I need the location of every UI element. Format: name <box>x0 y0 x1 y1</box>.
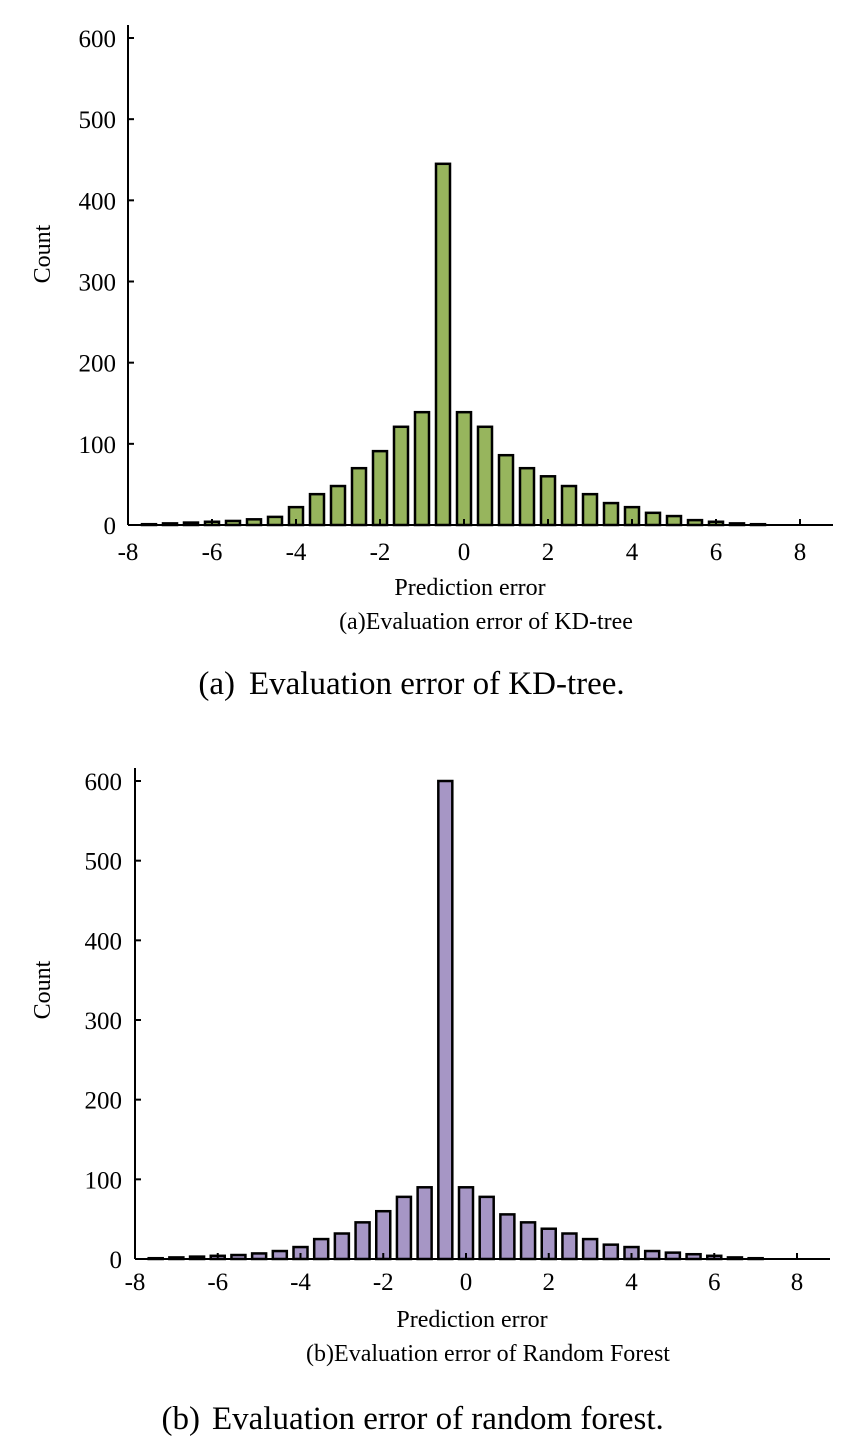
chart-random-forest-inner-caption: (b)Evaluation error of Random Forest <box>306 1341 670 1367</box>
kd-tree-x-tick-label: -4 <box>286 539 307 566</box>
kd-tree-x-tick-label: -8 <box>118 539 139 566</box>
random-forest-x-tick-label: 6 <box>708 1269 721 1296</box>
random-forest-bar <box>581 1237 599 1261</box>
kd-tree-y-tick-label: 0 <box>104 513 117 540</box>
random-forest-bar <box>643 1249 661 1261</box>
kd-tree-bar <box>392 425 410 527</box>
random-forest-x-tick-label: 4 <box>625 1269 638 1296</box>
chart-random-forest: 0 100 200 300 400 500 600 -8 -6 -4 -2 0 2 4 6 8 Predicti… <box>30 768 830 1333</box>
random-forest-x-tick-label: -2 <box>373 1269 394 1296</box>
random-forest-bar <box>395 1195 413 1261</box>
kd-tree-x-tick-label: 0 <box>458 539 471 566</box>
kd-tree-bar <box>476 425 494 527</box>
kd-tree-y-tick-label: 300 <box>79 270 117 297</box>
kd-tree-bar <box>329 484 347 527</box>
kd-tree-x-tick-label: -2 <box>370 539 391 566</box>
random-forest-x-tick-label: -6 <box>207 1269 228 1296</box>
kd-tree-bar <box>518 466 536 527</box>
random-forest-bar <box>375 1209 392 1261</box>
figure-caption-b-tag: (b) <box>162 1401 200 1437</box>
figure-caption-b-text: Evaluation error of random forest. <box>212 1401 664 1437</box>
random-forest-x-tick-label: -8 <box>125 1269 146 1296</box>
random-forest-bar <box>602 1243 620 1261</box>
kd-tree-x-tick-label: 2 <box>542 539 555 566</box>
random-forest-x-tick-label: 8 <box>791 1269 804 1296</box>
random-forest-x-tick-label: 2 <box>543 1269 556 1296</box>
random-forest-y-tick-label: 500 <box>85 849 123 876</box>
kd-tree-bar <box>665 514 683 527</box>
kd-tree-x-axis-label: Prediction error <box>394 575 545 601</box>
kd-tree-bar <box>371 449 389 527</box>
random-forest-y-tick-label: 400 <box>85 928 123 955</box>
kd-tree-y-tick-label: 100 <box>79 432 117 459</box>
kd-tree-x-tick-label: 6 <box>710 539 723 566</box>
random-forest-bar <box>437 779 454 1261</box>
random-forest-y-tick-label: 200 <box>85 1088 123 1115</box>
kd-tree-y-tick-label: 500 <box>79 107 117 134</box>
random-forest-bar <box>519 1221 537 1261</box>
random-forest-x-tick-label: 0 <box>460 1269 473 1296</box>
random-forest-bar <box>478 1195 495 1261</box>
kd-tree-bar <box>602 501 620 527</box>
random-forest-bar <box>271 1249 289 1261</box>
kd-tree-y-tick-label: 600 <box>79 26 117 53</box>
kd-tree-y-tick-label: 200 <box>79 351 117 378</box>
figure-caption-a-tag: (a) <box>198 666 235 702</box>
chart-kd-tree: 0 100 200 300 400 500 600 -8 -6 -4 -2 0 2 4 6 8 Predicti… <box>30 25 833 601</box>
random-forest-y-axis-label: Count <box>30 960 56 1019</box>
kd-tree-y-tick-label: 400 <box>79 188 117 215</box>
random-forest-bar <box>312 1237 330 1261</box>
kd-tree-bar <box>539 475 557 527</box>
random-forest-bar <box>457 1186 475 1261</box>
kd-tree-x-tick-label: 8 <box>794 539 807 566</box>
random-forest-y-tick-label: 0 <box>110 1247 123 1274</box>
figure-caption-a-text: Evaluation error of KD-tree. <box>249 666 625 702</box>
kd-tree-y-axis-label: Count <box>30 224 56 283</box>
random-forest-bar <box>333 1232 351 1261</box>
random-forest-bar <box>499 1213 516 1261</box>
random-forest-bar <box>416 1186 433 1261</box>
kd-tree-x-tick-label: -6 <box>202 539 223 566</box>
kd-tree-bar <box>308 492 326 527</box>
kd-tree-bar <box>560 484 578 527</box>
random-forest-y-tick-label: 100 <box>85 1167 123 1194</box>
kd-tree-bar <box>434 162 452 527</box>
kd-tree-bar <box>455 410 473 527</box>
random-forest-bar <box>354 1221 371 1261</box>
kd-tree-x-tick-label: 4 <box>626 539 639 566</box>
kd-tree-bar <box>266 515 284 527</box>
random-forest-y-tick-label: 600 <box>85 769 123 796</box>
kd-tree-bar <box>497 453 515 527</box>
random-forest-x-axis-label: Prediction error <box>396 1307 547 1333</box>
random-forest-bar <box>561 1232 578 1261</box>
kd-tree-bar <box>581 492 599 527</box>
figure-caption-a: (a) Evaluation error of KD-tree. <box>198 666 624 702</box>
kd-tree-bar <box>413 410 431 527</box>
random-forest-y-tick-label: 300 <box>85 1008 123 1035</box>
kd-tree-bar <box>350 466 368 527</box>
chart-kd-tree-inner-caption: (a)Evaluation error of KD-tree <box>339 609 633 635</box>
kd-tree-bar <box>644 511 662 527</box>
figure-caption-b: (b) Evaluation error of random forest. <box>162 1401 664 1437</box>
random-forest-x-tick-label: -4 <box>290 1269 311 1296</box>
